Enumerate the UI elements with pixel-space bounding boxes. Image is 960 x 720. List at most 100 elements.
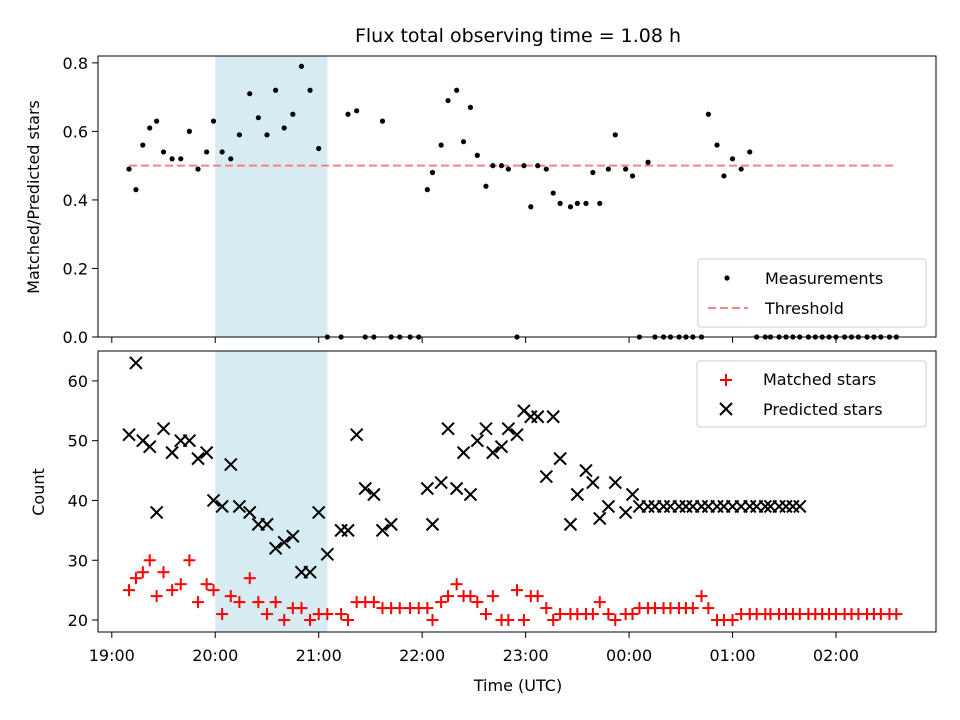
measurement-point (597, 200, 603, 206)
matched-star-point (547, 614, 560, 627)
matched-star-point (150, 590, 163, 603)
predicted-star-point (479, 422, 493, 436)
measurement-point (354, 108, 360, 114)
matched-star-point (726, 614, 739, 627)
predicted-star-point (501, 422, 516, 436)
measurement-point (460, 139, 467, 145)
predicted-star-point (268, 541, 283, 556)
predicted-star-point (618, 505, 633, 520)
bottom-y-axis: 20 30 40 50 60 (68, 372, 98, 630)
predicted-star-point (286, 529, 300, 544)
bottom-x-axis: 19:00 20:00 21:00 22:00 23:00 00:00 01:00 02:00 (89, 632, 859, 665)
top-legend-box (697, 258, 927, 328)
measurement-point (714, 142, 720, 148)
top-legend: Measurements Threshold (697, 258, 927, 328)
matched-star-point (702, 602, 715, 615)
legend-measurements-label: Measurements (765, 269, 883, 288)
matched-star-point (421, 602, 434, 615)
bottom-x-tick-label: 22:00 (399, 646, 445, 665)
measurement-point (147, 125, 153, 131)
measurement-point (186, 128, 192, 134)
measurement-point (505, 166, 511, 172)
predicted-star-point (206, 493, 221, 508)
matched-stars-series (123, 554, 903, 627)
bottom-highlight-span (215, 351, 328, 632)
matched-star-point (216, 608, 229, 621)
predicted-star-point (694, 499, 709, 514)
measurement-point (574, 200, 580, 206)
measurement-point (133, 187, 139, 193)
matched-star-point (502, 614, 515, 627)
predicted-star-point (149, 505, 164, 520)
bottom-y-tick-label: 40 (68, 491, 88, 510)
predicted-star-point (260, 517, 274, 532)
predicted-star-point (122, 427, 136, 442)
measurement-point (195, 166, 201, 172)
measurement-point (454, 87, 460, 93)
bottom-legend: Matched stars Predicted stars (696, 360, 927, 428)
measurement-point (605, 166, 611, 172)
matched-star-point (269, 596, 282, 609)
measurement-point (307, 87, 313, 93)
top-y-tick-label: 0.8 (63, 54, 88, 73)
predicted-star-point (586, 475, 600, 490)
predicted-star-point (449, 481, 464, 496)
matched-star-point (123, 584, 136, 597)
predicted-star-point (341, 523, 355, 538)
top-y-tick-label: 0.2 (63, 259, 88, 278)
matched-star-point (224, 590, 237, 603)
bottom-y-tick-label: 60 (68, 372, 88, 391)
predicted-star-point (143, 439, 157, 454)
matched-star-point (367, 596, 380, 609)
predicted-star-point (156, 422, 171, 436)
predicted-star-point (601, 499, 616, 514)
matched-star-point (450, 578, 463, 591)
predicted-star-point (608, 475, 622, 490)
predicted-star-point (579, 463, 593, 478)
top-y-axis-label: Matched/Predicted stars (24, 100, 43, 294)
predicted-star-point (215, 499, 229, 514)
top-y-tick-label: 0.4 (63, 191, 88, 210)
matched-star-point (143, 554, 156, 567)
bottom-x-tick-label: 19:00 (89, 646, 135, 665)
matched-star-point (531, 590, 544, 603)
measurement-point (612, 132, 618, 138)
matched-star-point (157, 566, 170, 579)
measurement-point (729, 156, 736, 162)
legend-threshold-label: Threshold (764, 299, 844, 318)
measurement-point (140, 142, 146, 148)
predicted-star-point (679, 499, 693, 514)
bottom-y-tick-label: 30 (68, 551, 88, 570)
bottom-x-tick-label: 00:00 (606, 646, 652, 665)
measurement-point (645, 159, 651, 165)
measurement-point (567, 204, 574, 210)
top-x-axis (111, 337, 837, 343)
measurement-point (316, 145, 322, 152)
predicted-star-point (358, 481, 372, 496)
matched-star-point (260, 608, 273, 621)
measurement-point (126, 166, 132, 172)
predicted-star-point (384, 517, 398, 532)
measurement-point (219, 149, 225, 155)
predicted-star-point (570, 487, 585, 502)
bottom-y-axis-label: Count (29, 468, 48, 516)
measurement-point (543, 166, 549, 172)
matched-star-point (479, 608, 492, 621)
measurement-point (738, 166, 744, 172)
predicted-star-point (656, 499, 671, 514)
measurement-point (264, 132, 270, 138)
matched-star-point (295, 602, 308, 615)
bottom-x-axis-label: Time (UTC) (473, 676, 562, 695)
top-y-tick-label: 0.6 (63, 122, 88, 141)
predicted-star-point (303, 565, 317, 579)
matched-star-point (174, 578, 187, 591)
predicted-star-point (486, 445, 500, 460)
matched-star-point (626, 608, 639, 621)
predicted-star-point (563, 517, 578, 532)
predicted-star-point (320, 547, 335, 561)
measurement-point (438, 142, 444, 148)
predicted-star-point (349, 427, 364, 442)
matched-star-point (586, 608, 599, 621)
legend-matched-marker (720, 374, 732, 386)
matched-star-point (200, 578, 213, 591)
